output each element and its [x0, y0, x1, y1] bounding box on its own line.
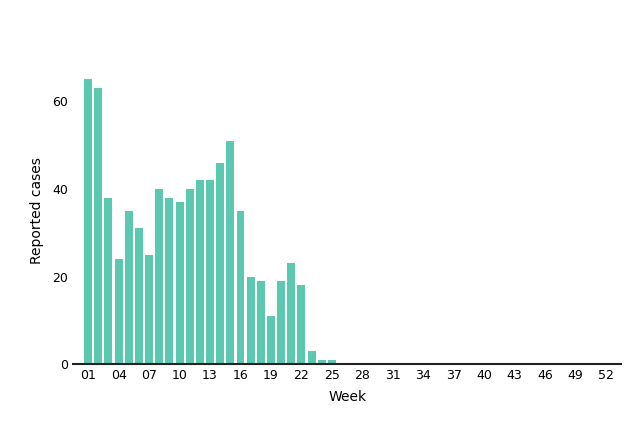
- Text: © CDC: © CDC: [19, 409, 57, 419]
- Bar: [105, 198, 112, 364]
- Bar: [135, 228, 143, 364]
- Bar: [267, 316, 275, 364]
- Bar: [216, 163, 224, 364]
- Bar: [94, 88, 102, 364]
- Text: Locally-acquired dengue cases in US, 2024: Locally-acquired dengue cases in US, 202…: [0, 12, 634, 40]
- Bar: [206, 180, 214, 364]
- X-axis label: Week: Week: [328, 390, 366, 404]
- Bar: [257, 281, 265, 364]
- Bar: [287, 263, 295, 364]
- Bar: [328, 360, 336, 364]
- Bar: [236, 211, 245, 364]
- Bar: [125, 211, 133, 364]
- Bar: [196, 180, 204, 364]
- Bar: [307, 351, 316, 364]
- Bar: [297, 285, 306, 364]
- Bar: [277, 281, 285, 364]
- Bar: [318, 360, 326, 364]
- Bar: [115, 259, 122, 364]
- Bar: [186, 189, 193, 364]
- Y-axis label: Reported cases: Reported cases: [30, 158, 44, 264]
- Bar: [176, 202, 183, 364]
- Bar: [145, 255, 153, 364]
- Bar: [165, 198, 173, 364]
- Bar: [155, 189, 163, 364]
- Bar: [226, 141, 235, 364]
- Bar: [84, 79, 92, 364]
- Bar: [247, 276, 255, 364]
